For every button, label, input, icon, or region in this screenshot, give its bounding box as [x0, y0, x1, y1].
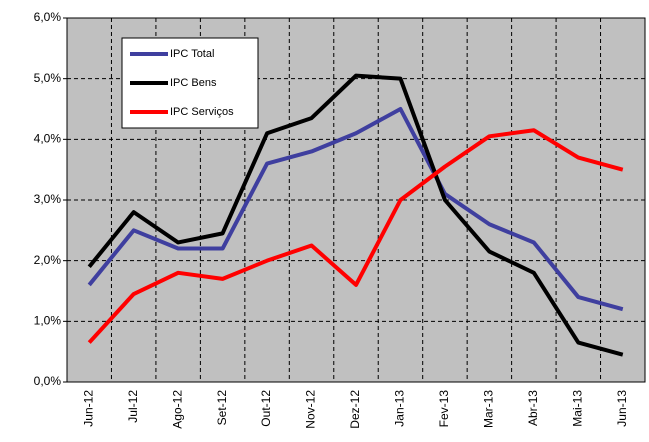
legend-label: IPC Bens — [170, 77, 217, 89]
x-tick-label: Set-12 — [215, 390, 229, 426]
x-tick-label: Mar-13 — [482, 390, 496, 428]
series-line — [87, 107, 624, 312]
legend-label: IPC Serviços — [170, 106, 234, 118]
x-tick-label: Out-12 — [259, 390, 273, 427]
y-tick-label: 5,0% — [34, 71, 62, 85]
x-tick-label: Jul-12 — [126, 390, 140, 423]
y-tick-label: 0,0% — [34, 374, 62, 388]
series-line — [87, 128, 624, 344]
x-tick-label: Fev-13 — [437, 390, 451, 428]
legend-label: IPC Total — [170, 48, 214, 60]
y-tick-label: 2,0% — [34, 253, 62, 267]
y-tick-label: 1,0% — [34, 314, 62, 328]
y-tick-label: 4,0% — [34, 132, 62, 146]
series-line — [87, 73, 624, 357]
x-tick-label: Abr-13 — [526, 390, 540, 426]
plot-border — [66, 17, 646, 383]
y-tick-label: 6,0% — [34, 10, 62, 24]
x-tick-label: Mai-13 — [570, 390, 584, 427]
x-tick-label: Ago-12 — [170, 390, 184, 429]
x-tick-label: Jun-12 — [81, 390, 95, 427]
x-tick-label: Nov-12 — [304, 390, 318, 429]
y-tick-label: 3,0% — [34, 192, 62, 206]
x-tick-label: Jan-13 — [393, 390, 407, 427]
x-tick-label: Dez-12 — [348, 390, 362, 429]
x-tick-label: Jun-13 — [615, 390, 629, 427]
